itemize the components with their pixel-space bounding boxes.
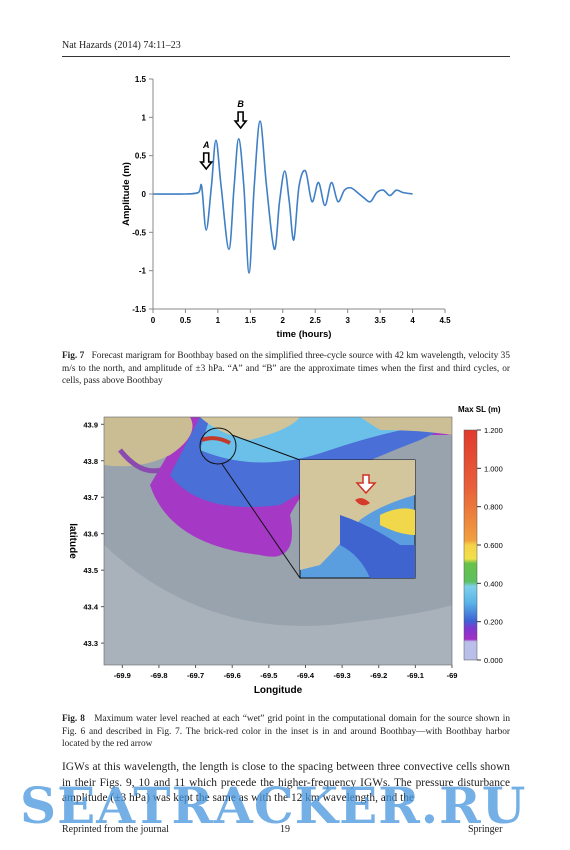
- x-tick-label: 1: [216, 316, 221, 325]
- annotation-arrow: [199, 152, 214, 171]
- marigram: -1.5 -1 -0.5 0 0.5 1 1.5 0 0.5 1 1.5 2 2.5 3 3.5 4 4.5 ti…: [121, 75, 451, 340]
- y-tick-label: 0: [142, 190, 147, 199]
- x-tick-label: 2: [281, 316, 286, 325]
- colorbar-title: Max SL (m): [458, 405, 501, 414]
- y-tick-label: 43.3: [83, 639, 98, 648]
- x-tick-label: 0: [151, 316, 156, 325]
- map-frame: [103, 416, 453, 666]
- y-tick-label: -0.5: [132, 228, 146, 237]
- y-tick-label: -1.5: [132, 305, 146, 314]
- x-tick-label: -69.1: [407, 671, 424, 680]
- y-tick-label: 43.4: [83, 603, 98, 612]
- x-tick-label: -69.5: [260, 671, 277, 680]
- annotation: A: [202, 140, 210, 150]
- y-tick-label: 1: [142, 113, 147, 122]
- zoom-circle: [199, 427, 237, 465]
- y-tick-label: 43.5: [83, 566, 98, 575]
- y-axis-label: latitude: [67, 523, 78, 559]
- y-tick-label: 43.7: [83, 493, 98, 502]
- x-tick-label: -69.3: [334, 671, 351, 680]
- watermark: SEATRACKER.RU: [20, 776, 527, 835]
- colorbar: [463, 429, 478, 661]
- caption-text: Maximum water level reached at each “wet…: [62, 714, 510, 749]
- annotation-arrow: [233, 111, 248, 130]
- x-tick-label: 4.5: [439, 316, 451, 325]
- x-tick-label: 3: [345, 316, 350, 325]
- y-tick-label: 43.9: [83, 420, 98, 429]
- x-axis-label: Longitude: [254, 685, 303, 696]
- rule: [62, 56, 510, 57]
- publisher: Springer: [468, 824, 503, 835]
- caption-label: Fig. 8: [62, 714, 85, 724]
- caption-text: Forecast marigram for Boothbay based on …: [62, 351, 510, 386]
- y-axis-label: Amplitude (m): [121, 162, 132, 226]
- y-tick-label: -1: [139, 267, 147, 276]
- x-tick-label: -69.6: [224, 671, 241, 680]
- x-tick-label: -69.7: [187, 671, 204, 680]
- x-tick-label: -69.8: [150, 671, 167, 680]
- x-axis-label: time (hours): [277, 329, 332, 340]
- inset: [299, 459, 416, 579]
- body-text: IGWs at this wavelength, the length is c…: [62, 761, 510, 804]
- caption-label: Fig. 7: [62, 351, 85, 361]
- y-tick-label: 0.5: [135, 152, 147, 161]
- colorbar-label: 0.000: [484, 656, 503, 665]
- colorbar-label: 0.200: [484, 618, 503, 627]
- page-number: 19: [280, 824, 290, 835]
- annotation: B: [237, 99, 244, 109]
- y-tick-label: 43.6: [83, 530, 98, 539]
- fig7-caption: Fig. 7 Forecast marigram for Boothbay ba…: [62, 350, 510, 388]
- x-tick-label: 3.5: [375, 316, 387, 325]
- colorbar-label: 1.000: [484, 464, 503, 473]
- colorbar-label: 1.200: [484, 426, 503, 435]
- running-head: Nat Hazards (2014) 74:11–23: [62, 40, 181, 51]
- zoom-line: [221, 463, 301, 579]
- x-tick-label: -69.4: [297, 671, 315, 680]
- x-tick-label: 0.5: [180, 316, 192, 325]
- map-figure: -69.9 -69.8 -69.7 -69.6 -69.5 -69.4 -69.3 -69.2…: [67, 405, 503, 696]
- x-tick-label: -69.9: [114, 671, 131, 680]
- footer-left: Reprinted from the journal: [62, 824, 169, 835]
- fig8-caption: Fig. 8 Maximum water level reached at ea…: [62, 713, 510, 751]
- red-arrow: [355, 474, 377, 495]
- line: [152, 120, 413, 274]
- x-tick-label: 1.5: [245, 316, 257, 325]
- x-tick-label: -69.2: [370, 671, 387, 680]
- zoom-line: [231, 434, 301, 461]
- y-tick-label: 1.5: [135, 75, 147, 84]
- y-tick-label: 43.8: [83, 457, 98, 466]
- colorbar-label: 0.400: [484, 579, 503, 588]
- x-tick-label: -69: [447, 671, 458, 680]
- colorbar-label: 0.600: [484, 541, 503, 550]
- colorbar-label: 0.800: [484, 503, 503, 512]
- x-tick-label: 2.5: [310, 316, 322, 325]
- x-tick-label: 4: [410, 316, 415, 325]
